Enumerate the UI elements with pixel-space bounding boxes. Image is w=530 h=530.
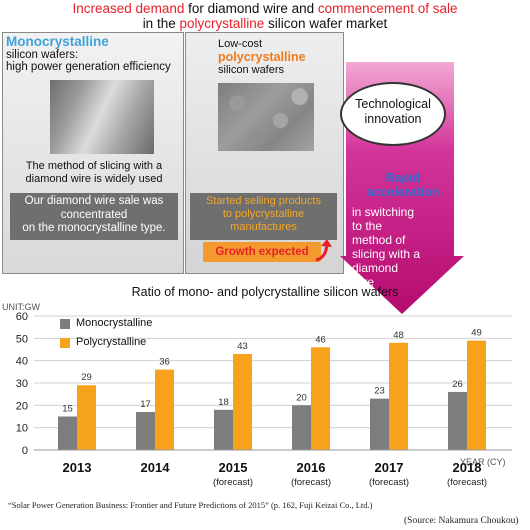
y-tick-label: 0 [22,445,28,457]
x-tick-label: 2014 [141,460,171,475]
heading-highlight: polycrystalline [218,50,306,64]
rapid-line: acceleration [366,185,440,199]
switch-line: diamond [352,261,399,275]
footnote: “Solar Power Generation Business: Fronti… [8,500,373,510]
bar-monocrystalline [370,398,389,450]
switch-line: in switching [352,205,415,219]
monocrystalline-efficiency: high power generation efficiency [6,61,171,73]
bar-monocrystalline [214,409,233,450]
data-label: 49 [471,328,482,339]
rapid-line: Rapid [385,171,421,185]
x-tick-note: (forecast) [291,477,331,488]
bar-polycrystalline [467,340,486,450]
legend-mono-swatch [60,319,70,329]
title-highlight-poly: polycrystalline [179,16,265,31]
mono-sales-box: Our diamond wire sale was concentrated o… [10,193,178,240]
data-label: 23 [374,386,385,397]
legend-mono-label: Monocrystalline [76,317,153,329]
box-line: Started selling products [206,195,321,207]
data-label: 26 [452,379,463,390]
box-line: on the monocrystalline type. [22,222,166,234]
x-tick-note: (forecast) [447,477,487,488]
title-text: for diamond wire and [184,1,318,16]
poly-sales-box: Started selling products to polycrystall… [190,193,337,240]
y-tick-label: 50 [16,333,28,345]
bar-chart: 0 10 20 30 40 50 60 15 29 2013 17 36 2014 18 43 2015 (fo… [16,311,512,488]
x-tick-label: 2017 [375,460,404,475]
legend-poly-label: Polycrystalline [76,336,147,348]
data-label: 48 [393,330,404,341]
y-tick-label: 60 [16,311,28,323]
circle-line: innovation [364,112,422,126]
page-title: Increased demand for diamond wire and co… [0,1,530,31]
bar-polycrystalline [389,342,408,450]
switch-line: slicing with a [352,247,421,261]
y-tick-label: 20 [16,400,28,412]
data-label: 15 [62,404,73,415]
x-tick-label: 2013 [63,460,92,475]
data-label: 18 [218,397,229,408]
chart-unit-label: UNIT:GW [2,302,40,312]
bar-monocrystalline [448,391,467,450]
title-text: in the [142,16,180,31]
growth-arrow-icon [315,239,332,262]
title-text: silicon wafer market [264,16,388,31]
slicing-method-note: The method of slicing with a diamond wir… [6,160,182,186]
bar-monocrystalline [58,416,77,450]
data-label: 20 [296,392,307,403]
heading-line: Low-cost [218,38,263,50]
heading-line: silicon wafers [218,64,285,76]
switch-line: method of [352,233,406,247]
x-tick-note: (forecast) [369,477,409,488]
legend-poly-swatch [60,338,70,348]
circle-line: Technological [355,97,431,111]
source-credit: (Source: Nakamura Choukou) [404,516,519,526]
chart-title: Ratio of mono- and polycrystalline silic… [131,285,399,299]
monocrystalline-heading: Monocrystalline [6,34,109,49]
switch-line: to the [352,219,383,233]
title-highlight-demand: Increased demand [72,1,185,16]
box-line: concentrated [60,208,128,221]
growth-label: Growth expected [215,246,309,258]
y-tick-label: 10 [16,423,28,435]
x-tick-note: (forecast) [213,477,253,488]
y-tick-label: 40 [16,356,28,368]
data-label: 17 [140,399,151,410]
growth-expected-badge: Growth expected [203,242,321,262]
data-label: 29 [81,372,92,383]
data-label: 36 [159,357,170,368]
box-line: to polycrystalline [222,208,305,220]
note-line: The method of slicing with a [25,160,163,172]
y-tick-label: 30 [16,378,28,390]
polycrystalline-heading: Low-cost polycrystalline silicon wafers [218,38,306,77]
bar-polycrystalline [155,369,174,450]
bar-polycrystalline [311,347,330,450]
data-label: 43 [237,341,248,352]
polycrystalline-wafer-image [218,83,314,151]
switching-text: in switching to the method of slicing wi… [352,205,452,289]
title-highlight-sale: commencement of sale [317,1,458,16]
x-tick-label: 2016 [297,460,326,475]
bar-monocrystalline [136,412,155,450]
monocrystalline-wafer-image [50,80,154,154]
rapid-acceleration-label: Rapid acceleration [350,171,456,199]
note-line: diamond wire is widely used [25,173,163,185]
switch-line: wire [352,275,375,289]
technological-innovation-circle: Technological innovation [340,82,446,146]
chart-year-label: YEAR (CY) [460,457,506,467]
data-label: 46 [315,334,326,345]
bar-polycrystalline [233,353,252,450]
bar-monocrystalline [292,405,311,450]
bar-polycrystalline [77,385,96,450]
monocrystalline-subtitle: silicon wafers: [6,49,79,61]
x-tick-label: 2015 [219,460,248,475]
box-line: Our diamond wire sale was [24,195,164,207]
box-line: manufactures [230,221,297,233]
x-tick-label: 2018 [453,460,482,475]
